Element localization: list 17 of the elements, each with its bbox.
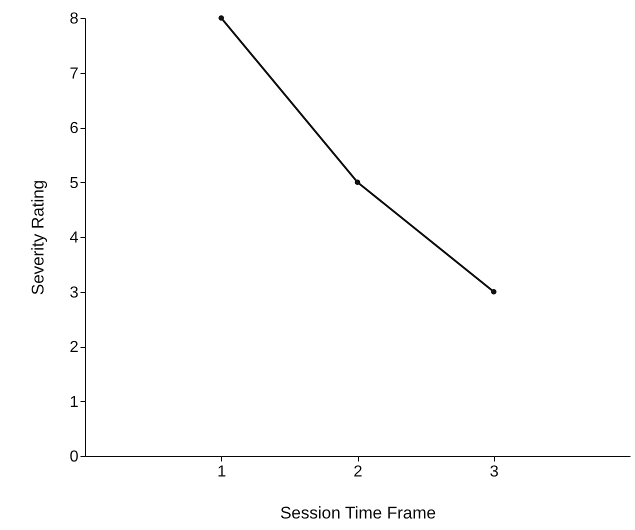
y-tick-label: 1 bbox=[70, 394, 79, 411]
y-tick-label: 6 bbox=[70, 120, 79, 137]
point bbox=[218, 15, 224, 21]
y-tick-label: 8 bbox=[70, 10, 79, 28]
y-tick-label: 4 bbox=[70, 230, 79, 246]
y-tick-label: 2 bbox=[70, 339, 79, 356]
y-tick-label: 3 bbox=[70, 284, 79, 302]
y-axis-title: Severity Rating bbox=[28, 180, 48, 296]
point bbox=[491, 289, 496, 294]
x-tick-label: 1 bbox=[217, 464, 226, 480]
y-tick-label: 0 bbox=[70, 448, 79, 466]
y-tick-label: 5 bbox=[70, 174, 79, 192]
y-tick-label: 7 bbox=[70, 65, 79, 82]
x-axis-title: Session Time Frame bbox=[280, 504, 436, 522]
x-tick-label: 2 bbox=[354, 464, 363, 480]
point bbox=[354, 180, 360, 185]
x-tick-label: 3 bbox=[490, 464, 499, 480]
